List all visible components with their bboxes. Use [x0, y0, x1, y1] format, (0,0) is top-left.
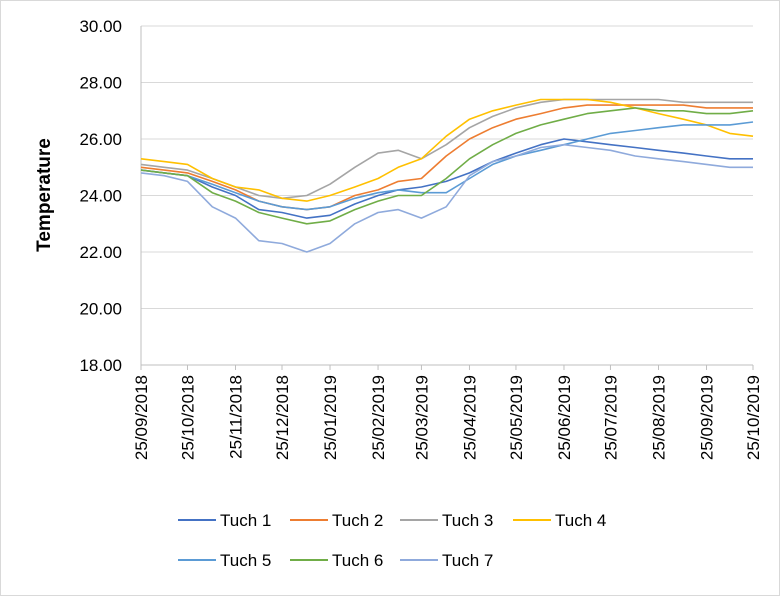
series-line-2 — [140, 104, 753, 211]
series-line-6 — [140, 107, 754, 225]
series-line-7 — [140, 143, 753, 253]
x-tick-label: 25/06/2019 — [555, 375, 574, 460]
x-tick-label: 25/11/2018 — [227, 375, 246, 459]
legend-label: Tuch 1 — [220, 511, 271, 530]
x-tick-label: 25/10/2019 — [744, 375, 763, 460]
x-tick-label: 25/05/2019 — [507, 375, 526, 460]
legend-label: Tuch 3 — [442, 511, 493, 530]
y-tick-labels: 18.00 20.00 22.00 24.00 26.00 28.00 30.00 — [79, 17, 122, 375]
series-line-1 — [140, 138, 753, 219]
y-axis-label: Temperature — [34, 138, 55, 252]
legend-label: Tuch 2 — [332, 511, 383, 530]
gridlines — [141, 25, 753, 366]
x-tick-labels: 25/09/2018 25/10/2018 25/11/2018 25/12/2018… — [132, 375, 763, 460]
x-tick-label: 25/08/2019 — [649, 375, 668, 460]
axes — [140, 26, 754, 370]
legend-label: Tuch 7 — [442, 551, 493, 570]
y-tick-label: 18.00 — [79, 356, 122, 375]
x-tick-label: 25/10/2018 — [178, 375, 197, 460]
x-tick-label: 25/09/2019 — [698, 375, 717, 460]
x-tick-label: 25/04/2019 — [460, 375, 479, 460]
series-lines — [140, 98, 754, 253]
y-tick-label: 22.00 — [79, 243, 122, 262]
y-tick-label: 26.00 — [79, 130, 122, 149]
y-tick-label: 24.00 — [79, 187, 122, 206]
x-tick-label: 25/02/2019 — [369, 375, 388, 460]
y-tick-label: 28.00 — [79, 74, 122, 93]
x-tick-label: 25/07/2019 — [601, 375, 620, 460]
x-tick-label: 25/09/2018 — [132, 375, 151, 460]
series-line-3 — [140, 98, 753, 200]
x-tick-label: 25/01/2019 — [321, 375, 340, 460]
x-tick-label: 25/12/2018 — [273, 375, 292, 460]
legend: Tuch 1 Tuch 2 Tuch 3 Tuch 4 Tuch 5 Tuch 6 Tuch… — [178, 511, 606, 570]
legend-label: Tuch 5 — [220, 551, 271, 570]
y-tick-label: 20.00 — [79, 300, 122, 319]
y-tick-label: 30.00 — [79, 17, 122, 36]
series-line-5 — [140, 121, 754, 211]
x-tick-label: 25/03/2019 — [412, 375, 431, 460]
legend-label: Tuch 4 — [555, 511, 606, 530]
legend-label: Tuch 6 — [332, 551, 383, 570]
series-line-4 — [140, 98, 754, 202]
